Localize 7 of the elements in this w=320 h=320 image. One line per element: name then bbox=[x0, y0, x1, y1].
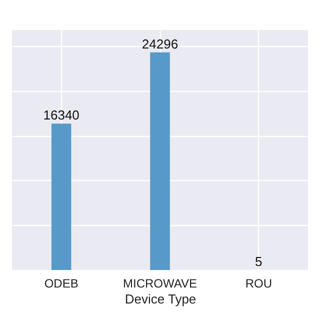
x-tick-label: ROU bbox=[245, 276, 272, 290]
data-label: 5 bbox=[255, 254, 262, 269]
data-label: 24296 bbox=[142, 36, 178, 52]
x-tick-label: ODEB bbox=[44, 276, 78, 290]
data-label: 16340 bbox=[43, 108, 80, 123]
x-axis-title: Device Type bbox=[124, 292, 196, 306]
x-tick-label: MICROWAVE bbox=[123, 276, 197, 290]
